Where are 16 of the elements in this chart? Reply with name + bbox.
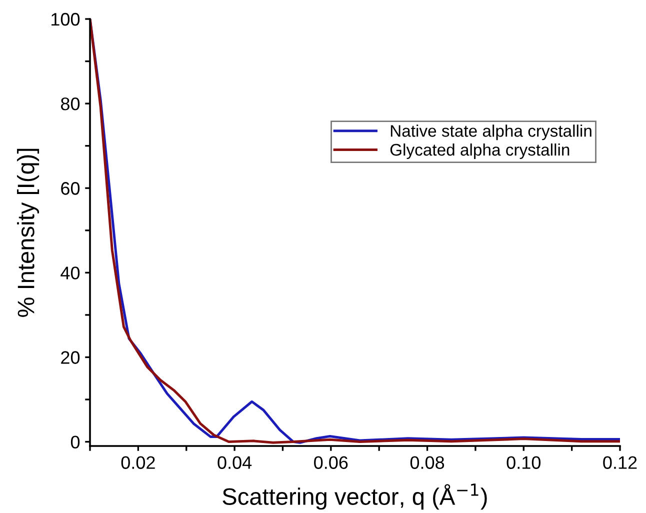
y-tick-label: 20	[61, 351, 80, 364]
y-tick-label: 40	[60, 266, 80, 280]
y-axis-title: % Intensity [I(q)]	[17, 148, 40, 317]
x-tick-label: 0.04	[218, 456, 252, 469]
legend-label: Native state alpha crystallin	[390, 124, 592, 140]
y-tick-label: 100	[52, 12, 80, 26]
y-tick-label: 80	[60, 97, 80, 110]
y-tick-label: 0	[70, 436, 80, 448]
legend-label: Glycated alpha crystallin	[390, 143, 570, 160]
x-tick-label: 0.08	[410, 456, 444, 469]
x-axis-title: Scattering vector, q (Å$^{−1}$)	[222, 484, 487, 510]
x-tick-label: 0.12	[603, 456, 637, 469]
y-tick-label: 60	[61, 182, 80, 195]
x-tick-label: 0.10	[506, 456, 540, 469]
x-tick-label: 0.06	[314, 456, 348, 469]
x-tick-label: 0.02	[121, 456, 155, 469]
